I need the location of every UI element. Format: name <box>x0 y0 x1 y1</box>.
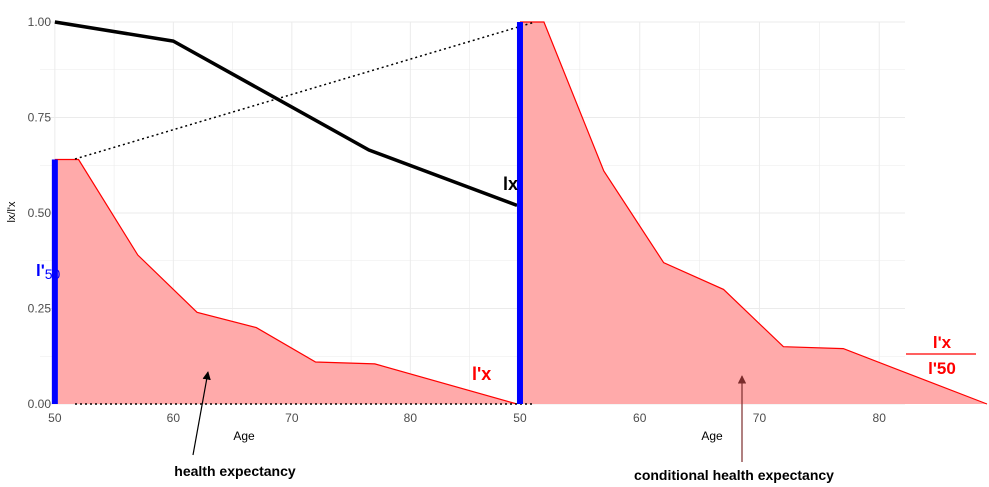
right-area-layer <box>519 21 988 405</box>
lpx-series-label: l'x <box>472 364 491 384</box>
fraction-numerator: l'x <box>933 333 952 352</box>
x-tick-label: 70 <box>285 411 299 425</box>
health-expectancy-arrow <box>192 371 211 456</box>
x-tick-label: 70 <box>753 411 767 425</box>
fraction-denominator: l'50 <box>928 359 956 378</box>
l50-label: l'50 <box>36 261 61 282</box>
conditional-health-expectancy-label: conditional health expectancy <box>634 467 834 483</box>
y-axis-label: lx/l'x <box>6 201 18 223</box>
tick-label-layer: 0.00 0.25 0.50 0.75 1.00 50 60 70 80 50 60 70 80 <box>28 15 887 425</box>
lx-series-layer <box>54 20 518 207</box>
x-tick-label: 80 <box>404 411 418 425</box>
y-tick-label: 0.25 <box>28 302 52 316</box>
l50-label-sub: 50 <box>45 266 61 282</box>
lx-line <box>54 20 518 207</box>
y-tick-label: 0.50 <box>28 206 52 220</box>
x-tick-label: 60 <box>633 411 647 425</box>
x-tick-label: 80 <box>873 411 887 425</box>
area-line <box>519 21 988 405</box>
x-axis-label-right: Age <box>701 429 723 443</box>
area-fill <box>519 22 987 404</box>
area-line <box>54 158 518 405</box>
y-tick-label: 0.00 <box>28 397 52 411</box>
left-area-layer <box>54 158 518 405</box>
x-tick-label: 50 <box>513 411 527 425</box>
lx-series-label: lx <box>503 174 518 194</box>
area-fill <box>54 159 517 404</box>
connector-dotted-line <box>74 21 536 160</box>
x-axis-label-left: Age <box>233 429 255 443</box>
x-tick-label: 50 <box>48 411 62 425</box>
x-tick-label: 60 <box>167 411 181 425</box>
l50-label-main: l' <box>36 261 45 280</box>
y-tick-label: 1.00 <box>28 15 52 29</box>
y-tick-label: 0.75 <box>28 111 52 125</box>
health-expectancy-label: health expectancy <box>174 463 296 479</box>
marker-layer <box>51 22 523 404</box>
